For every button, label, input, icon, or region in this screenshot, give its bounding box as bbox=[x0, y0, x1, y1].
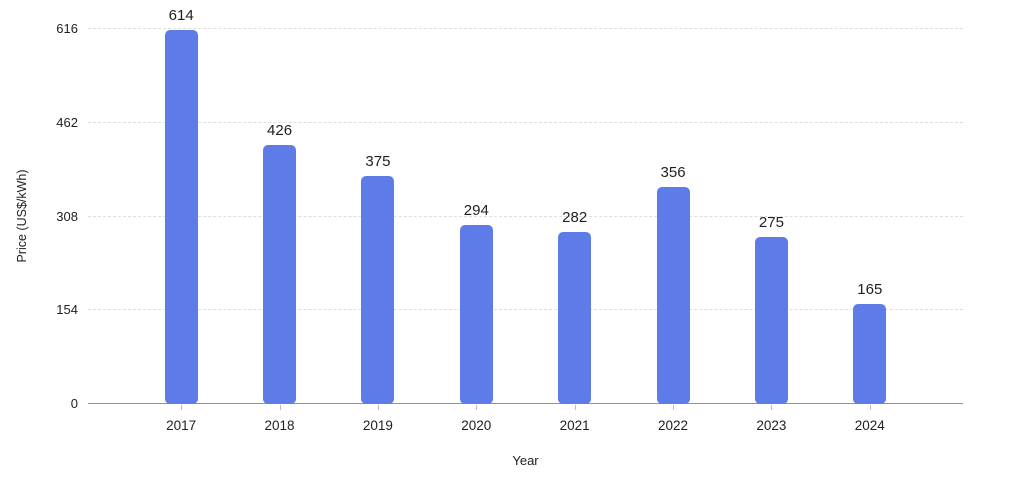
bar-2021[interactable] bbox=[558, 232, 592, 404]
x-tick-mark-2022 bbox=[673, 405, 675, 410]
gridline-462 bbox=[88, 121, 963, 123]
x-axis-title: Year bbox=[512, 453, 539, 468]
bar-2018[interactable] bbox=[263, 144, 297, 404]
bar-value-label-2021: 282 bbox=[562, 209, 588, 227]
x-tick-mark-2023 bbox=[771, 405, 773, 410]
plot-area: 614 426 375 294 282 356 275 165 bbox=[88, 7, 963, 404]
x-tick-mark-2017 bbox=[181, 405, 183, 410]
y-axis-title: Price (US$/kWh) bbox=[15, 169, 29, 263]
y-tick-label-0: 0 bbox=[70, 396, 78, 411]
x-tick-mark-2019 bbox=[377, 405, 379, 410]
bar-value-label-2020: 294 bbox=[463, 202, 489, 220]
x-tick-label-2019: 2019 bbox=[362, 418, 393, 433]
bar-value-label-2022: 356 bbox=[660, 164, 686, 182]
bar-value-label-2017: 614 bbox=[168, 7, 194, 25]
x-tick-label-2020: 2020 bbox=[461, 418, 492, 433]
gridline-154 bbox=[88, 309, 963, 311]
bar-2022[interactable] bbox=[656, 187, 690, 404]
y-tick-label-616: 616 bbox=[56, 21, 78, 36]
bar-value-label-2023: 275 bbox=[758, 213, 784, 231]
bar-2023[interactable] bbox=[754, 236, 788, 404]
x-tick-label-2024: 2024 bbox=[854, 418, 885, 433]
x-tick-label-2017: 2017 bbox=[166, 418, 197, 433]
y-tick-label-308: 308 bbox=[56, 208, 78, 224]
bar-2017[interactable] bbox=[164, 30, 198, 404]
y-tick-label-462: 462 bbox=[56, 114, 78, 130]
bar-2020[interactable] bbox=[459, 225, 493, 404]
x-tick-mark-2020 bbox=[476, 405, 478, 410]
bar-2024[interactable] bbox=[853, 303, 887, 404]
x-tick-mark-2024 bbox=[869, 405, 871, 410]
bar-value-label-2018: 426 bbox=[267, 121, 293, 139]
x-tick-label-2018: 2018 bbox=[264, 418, 295, 433]
x-tick-mark-2021 bbox=[574, 405, 576, 410]
x-tick-label-2021: 2021 bbox=[559, 418, 590, 433]
gridline-308 bbox=[88, 215, 963, 217]
x-axis-line bbox=[88, 403, 963, 404]
bar-value-label-2024: 165 bbox=[857, 280, 883, 298]
bar-value-label-2019: 375 bbox=[365, 152, 391, 170]
y-tick-label-154: 154 bbox=[56, 302, 78, 318]
x-tick-label-2023: 2023 bbox=[756, 418, 787, 433]
x-tick-label-2022: 2022 bbox=[658, 418, 689, 433]
gridline-616 bbox=[88, 28, 963, 29]
x-tick-mark-2018 bbox=[279, 405, 281, 410]
bar-2019[interactable] bbox=[361, 175, 395, 404]
